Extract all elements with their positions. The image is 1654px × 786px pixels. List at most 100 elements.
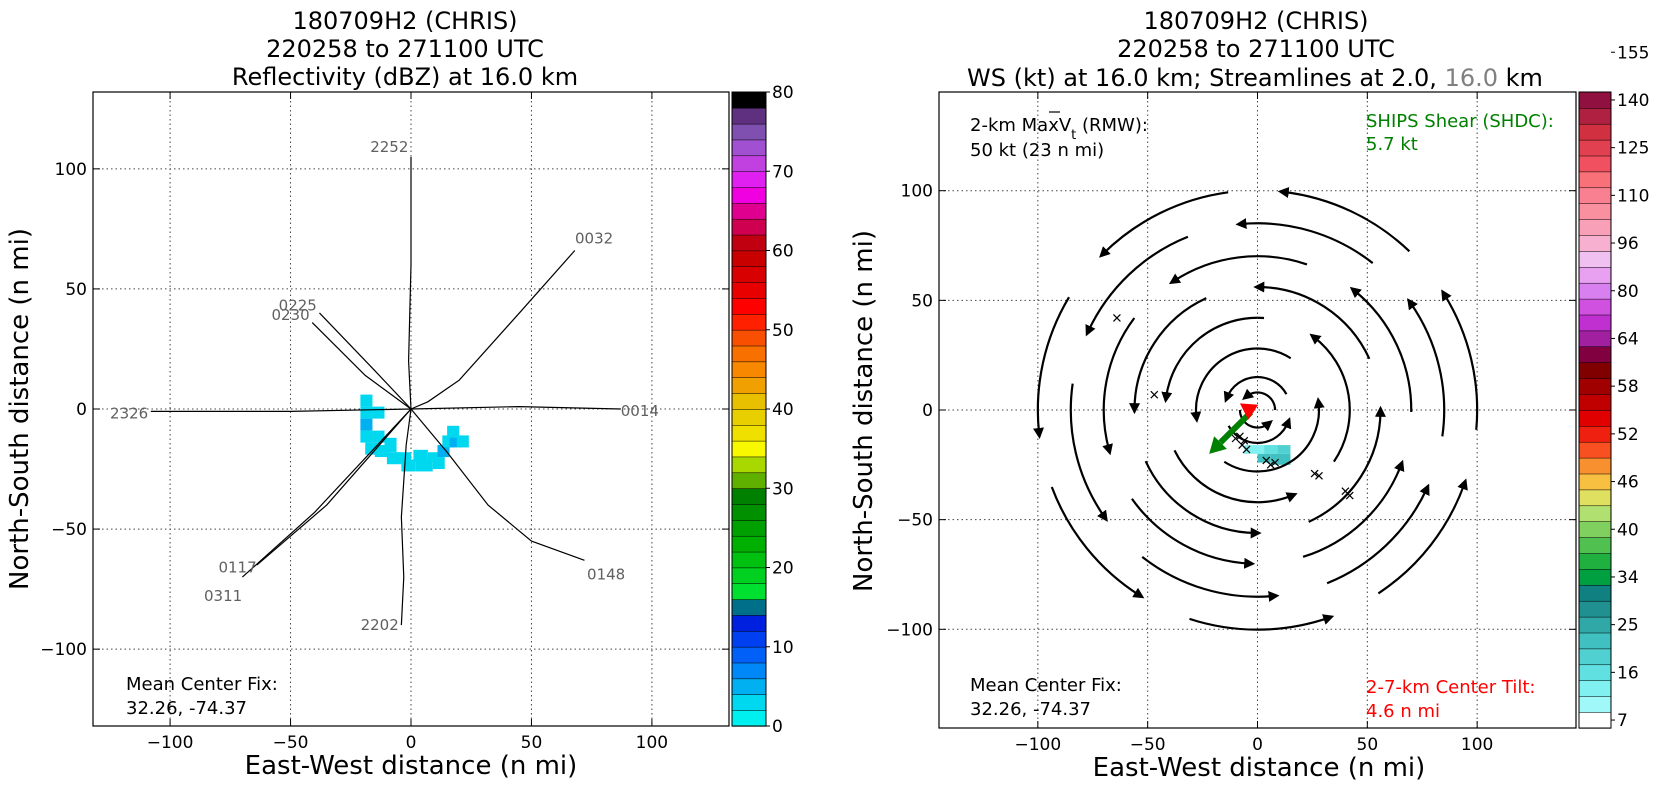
xtick-label: 50 (521, 733, 543, 753)
colorbar-segment (1578, 362, 1612, 379)
streamline (1129, 297, 1207, 415)
flight-track (150, 408, 412, 413)
vmax-rmw: (RMW): (1082, 115, 1148, 136)
streamline (1302, 459, 1405, 558)
colorbar-segment (1578, 695, 1612, 713)
track-time-label: 0014 (621, 402, 659, 420)
center-fix-marker (1150, 390, 1159, 399)
colorbar-segment (1578, 123, 1612, 141)
left-title-line-3: Reflectivity (dBZ) at 16.0 km (232, 63, 578, 91)
streamline (1309, 333, 1351, 463)
left-ticks: −100 −100 −50 −50 0 0 50 50 100 100 (40, 92, 729, 753)
colorbar-segment (731, 107, 767, 125)
left-flight-tracks (150, 156, 621, 626)
left-title-line-2: 220258 to 271100 UTC (266, 35, 544, 63)
reflectivity-cell (413, 449, 428, 462)
colorbar-segment (731, 646, 767, 664)
colorbar-segment (1578, 409, 1612, 427)
flight-track (410, 405, 621, 410)
tilt-line-1: 2-7-km Center Tilt: (1366, 677, 1535, 698)
colorbar-segment (731, 583, 767, 600)
colorbar-frame (1578, 91, 1612, 729)
xtick-label: 100 (1461, 735, 1493, 755)
flight-track (410, 408, 585, 561)
colorbar-segment (731, 297, 767, 315)
colorbar-label: 110 (1617, 186, 1649, 206)
colorbar-segment (1578, 425, 1612, 443)
streamline (1277, 187, 1411, 253)
colorbar-label: 80 (772, 83, 794, 103)
center-fix-marker (1345, 491, 1354, 500)
track-time-label: 0117 (218, 558, 256, 576)
colorbar-segment (731, 614, 767, 632)
colorbar-segment (731, 456, 767, 474)
colorbar-segment (731, 345, 767, 363)
right-ticks: −100 −100 −50 −50 0 0 50 50 100 100 (886, 92, 1576, 755)
flight-track (241, 408, 412, 578)
colorbar-segment (731, 392, 767, 410)
colorbar-segment (1578, 648, 1612, 666)
right-ylabel: North-South distance (n mi) (849, 230, 879, 592)
center-fix-marker (1271, 458, 1279, 467)
colorbar-label: 50 (772, 321, 794, 341)
colorbar-segment (1578, 203, 1612, 220)
colorbar-segment (1578, 680, 1612, 697)
colorbar-segment (731, 662, 767, 680)
right-xlabel: East-West distance (n mi) (1093, 753, 1426, 783)
colorbar-label: 16 (1617, 663, 1639, 683)
colorbar-label: 40 (1617, 520, 1639, 540)
streamline (1085, 235, 1189, 337)
left-colorbar-labels: 0 10 20 30 40 50 60 70 80 (766, 83, 794, 737)
track-time-label: 2202 (361, 616, 399, 634)
streamline (1308, 405, 1386, 523)
colorbar-label: 70 (772, 162, 794, 182)
ytick-label: −50 (897, 511, 933, 531)
right-panel: 180709H2 (CHRIS) 220258 to 271100 UTC WS… (849, 7, 1649, 783)
ws-cell (1244, 445, 1265, 454)
right-grid (939, 92, 1576, 728)
reflectivity-cell (437, 445, 450, 458)
colorbar-segment (1578, 139, 1612, 157)
center-fix-marker (1112, 313, 1121, 322)
colorbar-segment (731, 139, 767, 157)
reflectivity-cell (396, 452, 411, 462)
colorbar-segment (1578, 393, 1612, 411)
colorbar-segment (731, 519, 767, 537)
flight-track (319, 312, 412, 410)
colorbar-segment (731, 488, 767, 505)
colorbar-label: 7 (1617, 711, 1628, 731)
colorbar-segment (731, 535, 767, 553)
ytick-label: 0 (922, 401, 933, 421)
colorbar-label: 34 (1617, 568, 1639, 588)
xtick-label: 100 (636, 733, 668, 753)
ws-cell (1270, 453, 1291, 465)
streamline (1377, 478, 1468, 595)
vmax-line-1: 2-km MaxVt (RMW): (970, 115, 1148, 143)
colorbar-segment (1578, 377, 1612, 395)
streamline (1407, 298, 1446, 437)
colorbar-segment (1578, 584, 1612, 602)
colorbar-segment (1578, 505, 1612, 522)
vmax-line-2: 50 kt (23 n mi) (970, 140, 1104, 161)
colorbar-segment (1578, 552, 1612, 570)
colorbar-segment (731, 567, 767, 584)
colorbar-segment (731, 281, 767, 299)
ytick-label: −100 (40, 640, 87, 660)
flight-track (400, 408, 412, 626)
colorbar-segment (1578, 616, 1612, 634)
colorbar-segment (731, 598, 767, 616)
colorbar-segment (1578, 155, 1612, 173)
left-panel: 180709H2 (CHRIS) 220258 to 271100 UTC Re… (5, 7, 794, 781)
right-note-line-1: Mean Center Fix: (970, 675, 1122, 696)
colorbar-segment (731, 408, 767, 426)
colorbar-segment (731, 155, 767, 172)
right-streamlines (1033, 187, 1479, 631)
ytick-label: −50 (51, 520, 87, 540)
streamline (1441, 289, 1479, 430)
right-title-line-2: 220258 to 271100 UTC (1117, 35, 1395, 63)
streamline (1223, 376, 1288, 403)
right-colorbar-labels: 7 16 25 34 40 46 52 58 64 80 96 110 125 140 155 (1611, 43, 1649, 731)
track-time-label: 2326 (110, 405, 148, 423)
right-center-fixes (1112, 313, 1354, 500)
